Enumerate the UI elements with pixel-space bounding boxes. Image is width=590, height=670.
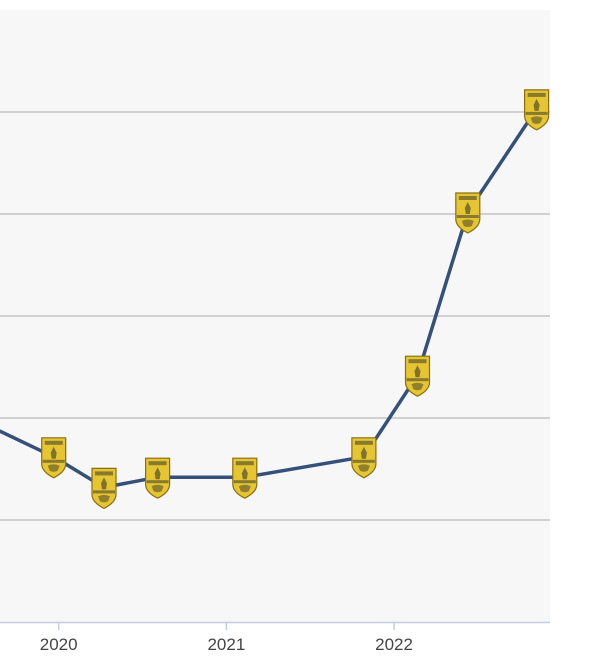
data-point-marker: [145, 457, 171, 499]
crest-emblem-shape: [154, 467, 161, 480]
crest-lower-emblem: [461, 219, 474, 227]
data-point-marker: [455, 192, 481, 234]
crest-top-band: [527, 92, 546, 97]
crest-top-band: [408, 359, 427, 364]
crest-middle-bar: [146, 480, 169, 484]
crest-lower-emblem: [47, 464, 60, 472]
data-point-marker: [91, 467, 117, 510]
x-tick-label: 2022: [375, 635, 413, 654]
data-point-marker: [404, 355, 431, 397]
crest-middle-bar: [42, 459, 65, 463]
crest-emblem-shape: [533, 98, 540, 111]
data-point-marker: [41, 437, 67, 479]
crest-lower-emblem: [238, 484, 251, 493]
crest-lower-emblem: [98, 494, 110, 503]
crest-emblem-shape: [50, 446, 57, 459]
crest-middle-bar: [456, 215, 479, 218]
x-axis-ticks: 2020 2021 2022: [40, 622, 413, 654]
x-tick-label: 2020: [40, 635, 78, 654]
crest-emblem-shape: [360, 446, 367, 459]
crest-top-band: [235, 461, 254, 466]
crest-lower-emblem: [411, 382, 424, 391]
crest-middle-bar: [233, 480, 256, 484]
x-tick-label: 2021: [207, 635, 245, 654]
data-point-marker: [232, 457, 258, 499]
crest-top-band: [354, 440, 373, 445]
crest-middle-bar: [406, 378, 429, 382]
crest-emblem-shape: [241, 467, 248, 480]
crest-emblem-shape: [464, 202, 471, 214]
crest-top-band: [458, 196, 477, 200]
crest-middle-bar: [525, 111, 548, 115]
crest-emblem-shape: [414, 365, 421, 378]
crest-top-band: [44, 440, 63, 445]
gridlines: [0, 111, 550, 521]
data-point-marker: [523, 89, 550, 131]
crest-lower-emblem: [151, 484, 164, 493]
data-point-markers: [41, 89, 550, 510]
crest-lower-emblem: [357, 464, 370, 472]
crest-emblem-shape: [101, 477, 107, 490]
crest-lower-emblem: [530, 116, 543, 124]
crest-middle-bar: [93, 490, 115, 494]
crest-top-band: [148, 461, 167, 466]
crest-middle-bar: [352, 459, 375, 463]
data-point-marker: [351, 437, 377, 479]
crest-top-band: [95, 471, 113, 476]
